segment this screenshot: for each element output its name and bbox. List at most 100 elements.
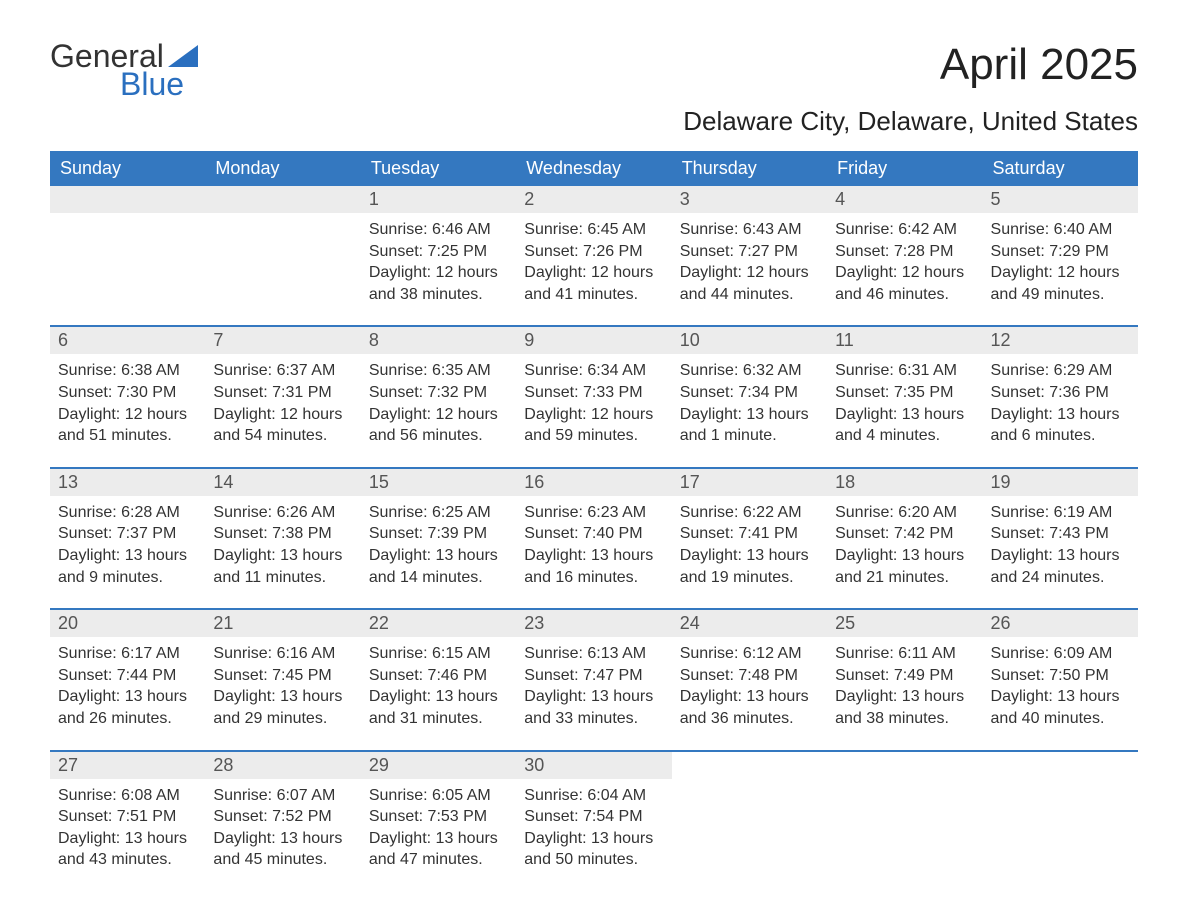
daylight-line: Daylight: 13 hours and 9 minutes.: [58, 545, 197, 588]
sunset-line: Sunset: 7:31 PM: [213, 382, 352, 404]
calendar-body: ..1Sunrise: 6:46 AMSunset: 7:25 PMDaylig…: [50, 186, 1138, 873]
day-details: Sunrise: 6:15 AMSunset: 7:46 PMDaylight:…: [361, 637, 516, 731]
day-number: 22: [361, 610, 516, 637]
calendar-day: 30Sunrise: 6:04 AMSunset: 7:54 PMDayligh…: [516, 752, 671, 873]
day-details: Sunrise: 6:29 AMSunset: 7:36 PMDaylight:…: [983, 354, 1138, 448]
calendar-day: .: [50, 186, 205, 307]
daylight-line: Daylight: 13 hours and 40 minutes.: [991, 686, 1130, 729]
sunset-line: Sunset: 7:50 PM: [991, 665, 1130, 687]
daylight-line: Daylight: 13 hours and 4 minutes.: [835, 404, 974, 447]
day-number: 24: [672, 610, 827, 637]
daylight-line: Daylight: 13 hours and 24 minutes.: [991, 545, 1130, 588]
calendar-header-row: Sunday Monday Tuesday Wednesday Thursday…: [50, 151, 1138, 186]
daylight-line: Daylight: 12 hours and 49 minutes.: [991, 262, 1130, 305]
day-details: Sunrise: 6:31 AMSunset: 7:35 PMDaylight:…: [827, 354, 982, 448]
sunset-line: Sunset: 7:39 PM: [369, 523, 508, 545]
sunset-line: Sunset: 7:26 PM: [524, 241, 663, 263]
daylight-line: Daylight: 12 hours and 56 minutes.: [369, 404, 508, 447]
day-number: 25: [827, 610, 982, 637]
sunrise-line: Sunrise: 6:42 AM: [835, 219, 974, 241]
day-details: Sunrise: 6:45 AMSunset: 7:26 PMDaylight:…: [516, 213, 671, 307]
daylight-line: Daylight: 13 hours and 26 minutes.: [58, 686, 197, 729]
sunset-line: Sunset: 7:34 PM: [680, 382, 819, 404]
calendar-day: 18Sunrise: 6:20 AMSunset: 7:42 PMDayligh…: [827, 469, 982, 590]
day-number: 19: [983, 469, 1138, 496]
day-number: 15: [361, 469, 516, 496]
location-subtitle: Delaware City, Delaware, United States: [50, 106, 1138, 137]
day-number: 2: [516, 186, 671, 213]
daylight-line: Daylight: 13 hours and 45 minutes.: [213, 828, 352, 871]
calendar-day: 10Sunrise: 6:32 AMSunset: 7:34 PMDayligh…: [672, 327, 827, 448]
day-number: 30: [516, 752, 671, 779]
day-details: Sunrise: 6:22 AMSunset: 7:41 PMDaylight:…: [672, 496, 827, 590]
sunset-line: Sunset: 7:38 PM: [213, 523, 352, 545]
day-number: 28: [205, 752, 360, 779]
day-details: Sunrise: 6:34 AMSunset: 7:33 PMDaylight:…: [516, 354, 671, 448]
sunset-line: Sunset: 7:54 PM: [524, 806, 663, 828]
calendar-day: 2Sunrise: 6:45 AMSunset: 7:26 PMDaylight…: [516, 186, 671, 307]
calendar-day: [983, 752, 1138, 873]
calendar-day: 17Sunrise: 6:22 AMSunset: 7:41 PMDayligh…: [672, 469, 827, 590]
sunset-line: Sunset: 7:32 PM: [369, 382, 508, 404]
day-details: Sunrise: 6:20 AMSunset: 7:42 PMDaylight:…: [827, 496, 982, 590]
day-number: 9: [516, 327, 671, 354]
day-number: 17: [672, 469, 827, 496]
sunrise-line: Sunrise: 6:25 AM: [369, 502, 508, 524]
daylight-line: Daylight: 13 hours and 11 minutes.: [213, 545, 352, 588]
calendar-day: 9Sunrise: 6:34 AMSunset: 7:33 PMDaylight…: [516, 327, 671, 448]
calendar-day: [672, 752, 827, 873]
sunrise-line: Sunrise: 6:12 AM: [680, 643, 819, 665]
daylight-line: Daylight: 13 hours and 43 minutes.: [58, 828, 197, 871]
sunrise-line: Sunrise: 6:37 AM: [213, 360, 352, 382]
calendar-day: 3Sunrise: 6:43 AMSunset: 7:27 PMDaylight…: [672, 186, 827, 307]
day-header: Tuesday: [361, 151, 516, 186]
sunrise-line: Sunrise: 6:34 AM: [524, 360, 663, 382]
calendar-day: 14Sunrise: 6:26 AMSunset: 7:38 PMDayligh…: [205, 469, 360, 590]
daylight-line: Daylight: 12 hours and 51 minutes.: [58, 404, 197, 447]
day-details: Sunrise: 6:40 AMSunset: 7:29 PMDaylight:…: [983, 213, 1138, 307]
sunrise-line: Sunrise: 6:32 AM: [680, 360, 819, 382]
calendar-week: ..1Sunrise: 6:46 AMSunset: 7:25 PMDaylig…: [50, 186, 1138, 307]
day-details: Sunrise: 6:12 AMSunset: 7:48 PMDaylight:…: [672, 637, 827, 731]
calendar-day: 16Sunrise: 6:23 AMSunset: 7:40 PMDayligh…: [516, 469, 671, 590]
sunset-line: Sunset: 7:29 PM: [991, 241, 1130, 263]
sunrise-line: Sunrise: 6:07 AM: [213, 785, 352, 807]
day-number: .: [50, 186, 205, 213]
sunrise-line: Sunrise: 6:09 AM: [991, 643, 1130, 665]
logo: General Blue: [50, 40, 202, 100]
day-details: Sunrise: 6:09 AMSunset: 7:50 PMDaylight:…: [983, 637, 1138, 731]
sunset-line: Sunset: 7:51 PM: [58, 806, 197, 828]
sunrise-line: Sunrise: 6:04 AM: [524, 785, 663, 807]
day-header: Sunday: [50, 151, 205, 186]
calendar-day: 11Sunrise: 6:31 AMSunset: 7:35 PMDayligh…: [827, 327, 982, 448]
daylight-line: Daylight: 12 hours and 46 minutes.: [835, 262, 974, 305]
day-number: 7: [205, 327, 360, 354]
calendar-week: 13Sunrise: 6:28 AMSunset: 7:37 PMDayligh…: [50, 467, 1138, 590]
sunrise-line: Sunrise: 6:28 AM: [58, 502, 197, 524]
calendar-week: 27Sunrise: 6:08 AMSunset: 7:51 PMDayligh…: [50, 750, 1138, 873]
day-number: 12: [983, 327, 1138, 354]
sunset-line: Sunset: 7:33 PM: [524, 382, 663, 404]
day-details: Sunrise: 6:08 AMSunset: 7:51 PMDaylight:…: [50, 779, 205, 873]
day-details: Sunrise: 6:46 AMSunset: 7:25 PMDaylight:…: [361, 213, 516, 307]
sunrise-line: Sunrise: 6:45 AM: [524, 219, 663, 241]
logo-word2: Blue: [120, 68, 202, 100]
calendar-day: 25Sunrise: 6:11 AMSunset: 7:49 PMDayligh…: [827, 610, 982, 731]
sunrise-line: Sunrise: 6:22 AM: [680, 502, 819, 524]
day-details: Sunrise: 6:13 AMSunset: 7:47 PMDaylight:…: [516, 637, 671, 731]
daylight-line: Daylight: 13 hours and 31 minutes.: [369, 686, 508, 729]
day-number: 8: [361, 327, 516, 354]
sunset-line: Sunset: 7:45 PM: [213, 665, 352, 687]
calendar-day: 4Sunrise: 6:42 AMSunset: 7:28 PMDaylight…: [827, 186, 982, 307]
calendar-day: 12Sunrise: 6:29 AMSunset: 7:36 PMDayligh…: [983, 327, 1138, 448]
day-number: 14: [205, 469, 360, 496]
sunset-line: Sunset: 7:48 PM: [680, 665, 819, 687]
daylight-line: Daylight: 12 hours and 44 minutes.: [680, 262, 819, 305]
day-number: 26: [983, 610, 1138, 637]
day-details: Sunrise: 6:17 AMSunset: 7:44 PMDaylight:…: [50, 637, 205, 731]
sunrise-line: Sunrise: 6:29 AM: [991, 360, 1130, 382]
day-number: 4: [827, 186, 982, 213]
sunset-line: Sunset: 7:30 PM: [58, 382, 197, 404]
day-number: 16: [516, 469, 671, 496]
day-number: 27: [50, 752, 205, 779]
